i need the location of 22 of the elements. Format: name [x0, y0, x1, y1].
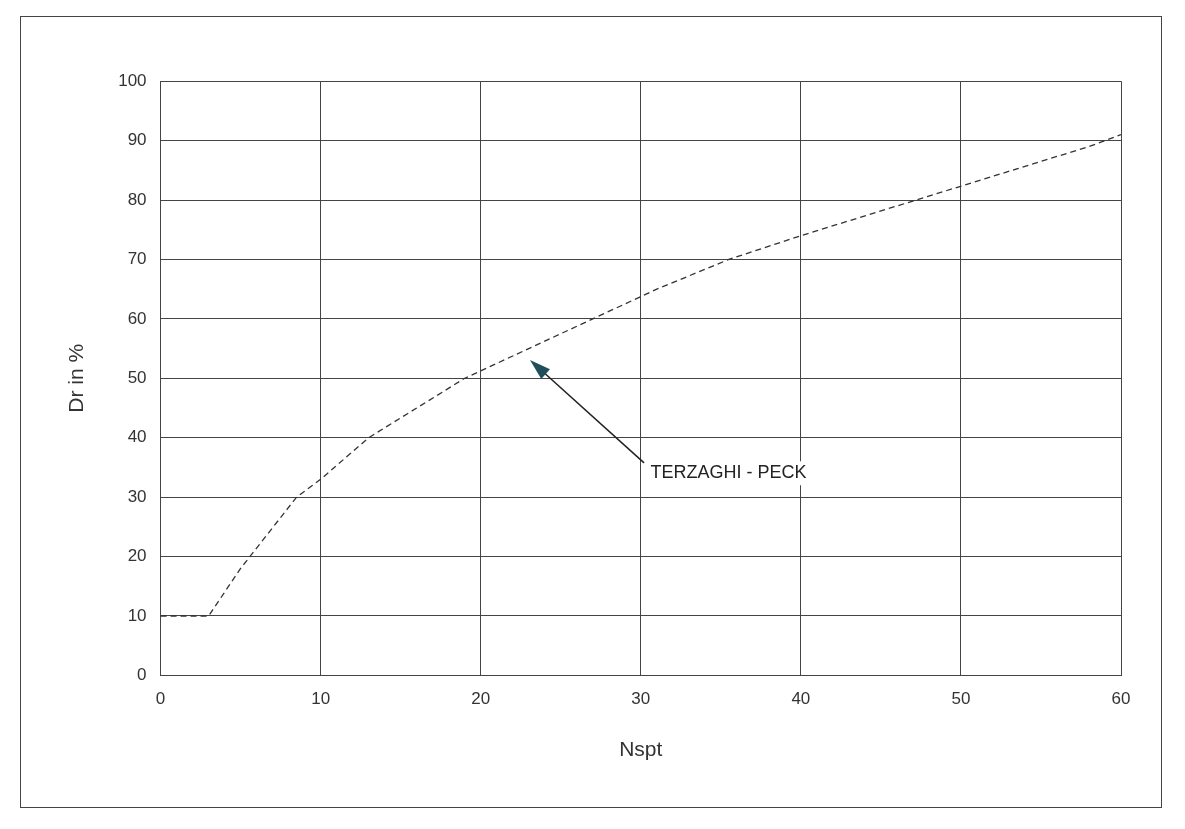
x-tick-label: 0	[155, 689, 166, 709]
x-tick-label: 40	[791, 689, 811, 709]
y-tick-label: 100	[118, 70, 147, 90]
x-tick-label: 60	[1111, 689, 1131, 709]
y-tick-label: 60	[127, 308, 147, 328]
x-tick-label: 10	[311, 689, 331, 709]
x-tick-label: 50	[951, 689, 971, 709]
y-tick-label: 90	[127, 130, 147, 150]
line-series	[160, 134, 1121, 617]
y-tick-label: 80	[127, 189, 147, 209]
y-tick-label: 30	[127, 486, 147, 506]
y-tick-label: 70	[127, 249, 147, 269]
y-tick-label: 50	[127, 367, 147, 387]
x-axis-title: Nspt	[619, 737, 663, 761]
y-tick-label: 20	[127, 546, 147, 566]
y-tick-label: 0	[137, 665, 147, 685]
y-tick-label: 10	[127, 605, 147, 625]
x-tick-label: 30	[631, 689, 651, 709]
x-tick-label: 20	[471, 689, 491, 709]
y-tick-label: 40	[127, 427, 147, 447]
annotation: TERZAGHI - PECK	[650, 462, 807, 483]
y-axis-title: Dr in %	[64, 343, 88, 413]
